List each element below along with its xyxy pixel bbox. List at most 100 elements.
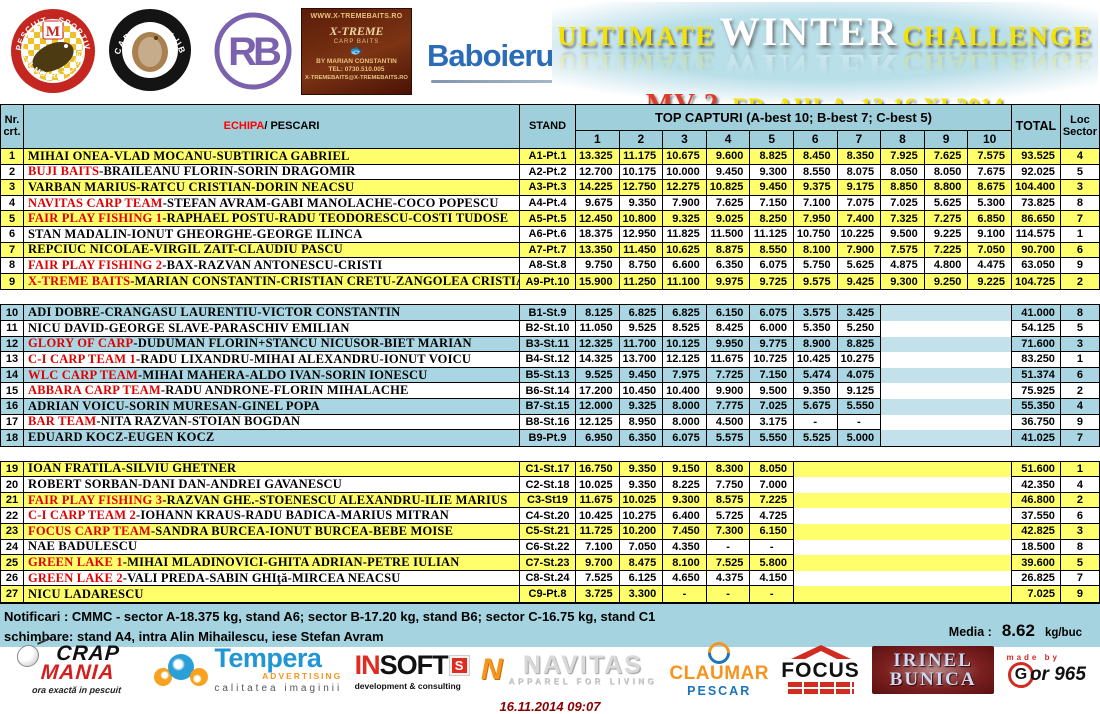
capture-value: 7.925 [881, 149, 925, 165]
capture-value: - [793, 414, 838, 431]
capture-value: 9.450 [706, 164, 751, 181]
col-header-num: 6 [794, 131, 838, 148]
table-row[interactable]: 4 NAVITAS CARP TEAM -STEFAN AVRAM-GABI MAN… [1, 195, 1099, 212]
loc-sector-cell: 1 [1060, 227, 1099, 243]
table-row[interactable]: 25 GREEN LAKE 1 -MIHAI MLADINOVICI-GHITA A… [1, 555, 1099, 571]
table-row[interactable]: 27 NICU LADARESCU C9-Pt.8 3.725 3.300- - -7.02… [1, 586, 1099, 603]
capture-value: 6.150 [706, 305, 751, 321]
table-row[interactable]: 14 WLC CARP TEAM -MIHAI MAHERA-ALDO IVAN-S… [1, 367, 1099, 384]
capture-value: 6.850 [968, 211, 1012, 227]
empty-span [881, 383, 1012, 399]
capture-value: 5.525 [794, 430, 838, 446]
fisher-names: EDUARD KOCZ-EUGEN KOCZ [28, 430, 215, 445]
moara-vlasiei-logo: M PESCUIT · SPORTIV LACUL MOARA VLASIEI … [10, 8, 95, 93]
table-row[interactable]: 18 EDUARD KOCZ-EUGEN KOCZ B9-Pt.9 6.950 6.35… [1, 430, 1099, 446]
table-row[interactable]: 6 STAN MADALIN-IONUT GHEORGHE-GEORGE ILIN… [1, 226, 1099, 243]
capture-value: 10.800 [619, 211, 664, 227]
capture-value: 9.325 [619, 398, 664, 415]
capture-value: 9.300 [663, 492, 707, 509]
navitas-mark-icon: N [480, 653, 503, 686]
stand-cell: B9-Pt.9 [520, 430, 576, 446]
capture-value: 7.775 [706, 398, 751, 415]
capture-value: 8.250 [750, 211, 794, 227]
capture-value: 7.900 [837, 242, 882, 259]
loc-sector-cell: 9 [1060, 258, 1099, 274]
capture-value: 10.825 [706, 180, 751, 196]
capture-value: 11.175 [619, 149, 664, 165]
row-number: 15 [1, 383, 24, 399]
notes-bar: Notificari : CMMC - sector A-18.375 kg, … [0, 603, 1100, 648]
loc-sector-cell: 5 [1060, 321, 1099, 337]
table-row[interactable]: 7 REPCIUC NICOLAE-VIRGIL ZAIT-CLAUDIU PAS… [1, 242, 1099, 259]
irinel-line1: IRINEL [893, 650, 973, 671]
table-row[interactable]: 15 ABBARA CARP TEAM -RADU ANDRONE-FLORIN M… [1, 383, 1099, 399]
table-row[interactable]: 2 BUJI BAITS -BRAILEANU FLORIN-SORIN DRAGO… [1, 164, 1099, 181]
table-row[interactable]: 1 MIHAI ONEA-VLAD MOCANU-SUBTIRICA GABRIE… [1, 149, 1099, 165]
table-row[interactable]: 24 NAE BADULESCU C6-St.22 7.100 7.050 4.350- -… [1, 539, 1099, 556]
team-cell: NAVITAS CARP TEAM -STEFAN AVRAM-GABI MANO… [24, 195, 520, 212]
stand-cell: C7-St.23 [520, 555, 576, 571]
capture-value: 5.675 [793, 398, 838, 415]
table-row[interactable]: 9 X-TREME BAITS -MARIAN CONSTANTIN-CRISTIA… [1, 273, 1099, 290]
empty-span [881, 305, 1012, 321]
table-row[interactable]: 21 FAIR PLAY FISHING 3 -RAZVAN GHE.-STOENE… [1, 492, 1099, 509]
capture-value: 8.225 [663, 477, 707, 493]
row-number: 7 [1, 242, 24, 259]
table-row[interactable]: 3 VARBAN MARIUS-RATCU CRISTIAN-DORIN NEAC… [1, 180, 1099, 196]
capture-value: 10.275 [837, 352, 882, 368]
table-row[interactable]: 26 GREEN LAKE 2 -VALI PREDA-SABIN GHIţă-MI… [1, 570, 1099, 587]
capture-value: 5.250 [837, 320, 882, 337]
fisher-names: NICU DAVID-GEORGE SLAVE-PARASCHIV EMILIA… [28, 320, 350, 335]
capture-value: 4.500 [706, 414, 751, 431]
table-row[interactable]: 19 IOAN FRATILA-SILVIU GHETNER C1-St.17 16.… [1, 461, 1099, 478]
tempera-logo: Tempera ADVERTISING calitatea imaginii [154, 644, 342, 694]
col-header-stand: STAND [520, 105, 576, 148]
capture-value: 7.050 [619, 539, 664, 556]
total-cell: 90.700 [1011, 242, 1061, 259]
sector-A-block: 1 MIHAI ONEA-VLAD MOCANU-SUBTIRICA GABRIE… [0, 149, 1100, 291]
sector-C-block: 19 IOAN FRATILA-SILVIU GHETNER C1-St.17 16.… [0, 460, 1100, 604]
capture-value: 8.850 [881, 180, 925, 196]
capture-value: 9.325 [663, 211, 707, 227]
capture-value: 7.575 [881, 242, 925, 259]
capture-value: 6.125 [619, 570, 664, 587]
stand-cell: B2-St.10 [520, 320, 576, 337]
table-row[interactable]: 10 ADI DOBRE-CRANGASU LAURENTIU-VICTOR CO… [1, 305, 1099, 321]
team-cell: MIHAI ONEA-VLAD MOCANU-SUBTIRICA GABRIEL [24, 149, 520, 165]
capture-value: 3.725 [576, 586, 620, 603]
table-row[interactable]: 8 FAIR PLAY FISHING 2 -BAX-RAZVAN ANTONESC… [1, 258, 1099, 274]
event-title-line1-reflection: ULTIMATE WINTER CHALLENGE [557, 46, 1093, 91]
capture-value: 8.300 [706, 461, 751, 478]
focus-roof-icon [790, 644, 851, 660]
row-number: 23 [1, 524, 24, 540]
col-header-num: 8 [881, 131, 925, 148]
capture-value: 10.725 [750, 352, 794, 368]
stand-cell: A6-Pt.6 [520, 226, 576, 243]
loc-sector-cell: 3 [1060, 337, 1099, 353]
capture-value: 4.375 [706, 570, 751, 587]
team-cell: ROBERT SORBAN-DANI DAN-ANDREI GAVANESCU [24, 477, 520, 493]
stand-cell: C2-St.18 [520, 477, 576, 493]
fisher-names: -MIHAI MAHERA-ALDO IVAN-SORIN IONESCU [138, 367, 428, 382]
table-row[interactable]: 13 C-I CARP TEAM 1 -RADU LIXANDRU-MIHAI AL… [1, 352, 1099, 368]
insoft-tagline: development & consulting [354, 680, 461, 691]
capture-value: 7.225 [750, 492, 794, 509]
capture-value: 9.725 [750, 273, 794, 290]
table-row[interactable]: 5 FAIR PLAY FISHING 1 -RAPHAEL POSTU-RADU … [1, 211, 1099, 227]
table-row[interactable]: 20 ROBERT SORBAN-DANI DAN-ANDREI GAVANESC… [1, 477, 1099, 493]
event-title: ULTIMATE WINTER CHALLENGE ULTIMATE WINTER… [552, 2, 1098, 146]
team-name: X-TREME BAITS [28, 274, 131, 289]
capture-value: 12.000 [576, 398, 620, 415]
capture-value: 6.825 [663, 305, 707, 321]
table-row[interactable]: 17 BAR TEAM -NITA RAZVAN-STOIAN BOGDAN B8-S… [1, 414, 1099, 431]
table-row[interactable]: 16 ADRIAN VOICU-SORIN MURESAN-GINEL POPA B… [1, 398, 1099, 415]
capture-value: 8.050 [750, 461, 794, 478]
col-header-num: 2 [620, 131, 664, 148]
table-row[interactable]: 12 GLORY OF CARP -DUDUMAN FLORIN+STANCU NI… [1, 336, 1099, 353]
capture-value: 8.800 [924, 180, 969, 196]
team-cell: FOCUS CARP TEAM -SANDRA BURCEA-IONUT BURC… [24, 524, 520, 540]
table-row[interactable]: 11 NICU DAVID-GEORGE SLAVE-PARASCHIV EMIL… [1, 320, 1099, 337]
table-row[interactable]: 22 C-I CARP TEAM 2 -IOHANN KRAUS-RADU BADI… [1, 508, 1099, 525]
row-number: 3 [1, 180, 24, 196]
table-row[interactable]: 23 FOCUS CARP TEAM -SANDRA BURCEA-IONUT BU… [1, 524, 1099, 540]
